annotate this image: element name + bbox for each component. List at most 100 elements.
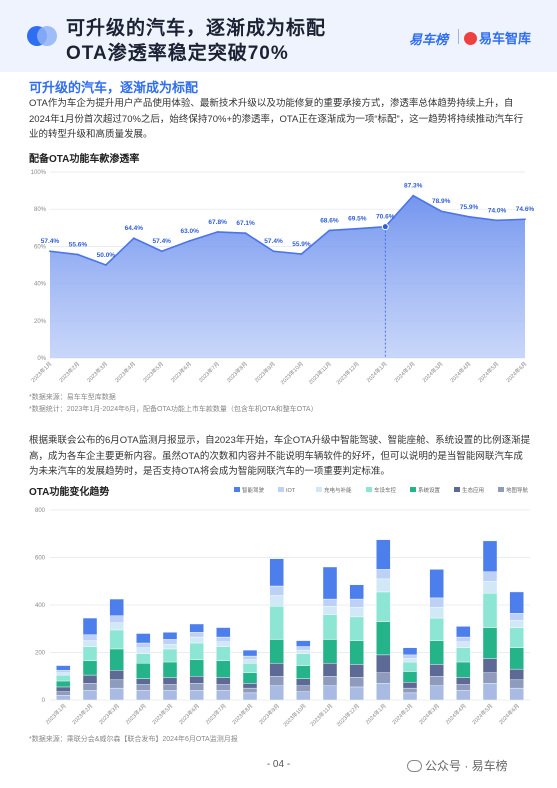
legend-swatch [234,487,240,492]
bar-segment [296,646,311,651]
legend-item: 地图导航 [498,486,529,494]
bar-segment [402,681,418,689]
x-tick-label: 2023年3月 [85,360,109,384]
page-title-line-2: OTA渗透率稳定突破70% [66,43,289,64]
bar-segment [482,571,498,582]
x-tick-label: 2023年8月 [230,702,254,726]
bar-segment [242,692,258,701]
yiche-zhiku-logo: 易车智库 [464,28,531,47]
bar-segment [482,658,498,673]
bar-segment [162,684,178,691]
bar-segment [56,691,71,696]
bar-segment [82,690,98,701]
data-point [381,223,389,231]
y-tick-label: 40% [34,282,47,288]
legend-label: 生态应用 [462,486,484,494]
bar-segment [242,662,258,673]
legend-item: 充电与补能 [316,486,352,494]
bar-segment [56,670,71,673]
y-tick-label: 600 [35,556,46,562]
y-tick-label: 100% [31,170,47,176]
penetration-area-fill [50,195,525,358]
bar-segment [242,683,258,689]
bar-segment [429,569,444,599]
bar-segment [162,677,178,685]
bar-segment [216,641,231,647]
data-label: 57.4% [264,238,283,245]
bar-segment [136,653,151,664]
bar-segment [509,679,524,689]
legend-label: 系统设置 [418,486,441,494]
y-tick-label: 200 [35,651,46,657]
bar-segment [56,680,71,688]
bar-segment [216,677,231,685]
legend-label: 地图导航 [506,486,529,494]
bar-segment [189,659,204,677]
x-tick-label: 2023年3月 [97,702,121,726]
bar-segment [509,613,524,621]
bar-segment [109,598,124,616]
page-title-line-1: 可升级的汽车，逐渐成为标配 [66,18,327,39]
data-point [272,250,275,253]
chart1-source-2: *数据统计：2023年1月-2024年6月，配备OTA功能上市车款数量（包含车机… [29,406,318,413]
bar-segment [296,640,311,647]
legend-item: 车设车控 [366,486,397,494]
intro-paragraph: OTA作为车企为提升用户产品使用体验、最新技术升级以及功能修复的重要承接方式，渗… [29,98,524,140]
data-point [188,239,191,242]
bar-segment [429,607,444,619]
bar-segment [216,627,231,638]
data-point [160,250,163,253]
bar-segment [242,649,258,657]
bar-segment [456,677,471,685]
bar-segment [509,687,524,701]
data-point [244,232,247,235]
x-tick-label: 2024年1月 [364,360,388,384]
bar-segment [109,629,124,650]
watermark-text: 公众号 · 易车榜 [425,759,508,773]
x-tick-label: 2024年4月 [443,702,467,726]
bar-segment [456,661,471,678]
analysis-paragraph: 根据乘联会公布的6月OTA监测月报显示，自2023年开始，车企OTA升级中智能驾… [29,435,531,477]
bar-segment [109,679,124,689]
bar-segment [376,578,391,593]
x-tick-label: 2024年3月 [420,360,444,384]
bar-segment [296,649,311,654]
bar-segment [322,605,338,615]
bar-segment [269,595,284,607]
bar-segment [482,592,498,628]
data-label: 78.9% [432,198,451,205]
bar-segment [296,685,311,692]
bar-segment [162,632,178,640]
bar-segment [136,690,151,701]
x-tick-label: 2023年7月 [203,702,227,726]
bar-segment [376,539,391,570]
logo-divider [458,29,459,44]
bar-segment [56,672,71,676]
data-point [328,229,331,232]
bar-segment [296,665,311,679]
bar-segment [242,659,258,664]
ota-trend-chart-title: OTA功能变化趋势 [29,487,110,498]
bar-segment [376,621,391,656]
bar-segment [162,661,178,678]
bar-segment [296,653,311,666]
bar-segment [269,676,284,686]
bar-segment [216,660,231,678]
bar-segment [402,654,418,659]
bar-segment [402,647,418,656]
data-label: 63.0% [180,228,199,235]
data-label: 75.9% [460,204,479,211]
data-label: 67.1% [236,220,255,227]
bar-segment [216,646,231,662]
x-tick-label: 2024年1月 [363,702,387,726]
x-tick-label: 2023年11月 [308,702,334,728]
data-label: 64.4% [125,225,144,232]
data-point [132,237,135,240]
bar-segment [216,636,231,643]
x-tick-label: 2023年11月 [307,360,333,386]
x-tick-label: 2024年6月 [504,360,528,384]
data-point [49,250,51,253]
zhiku-logo-text: 易车智库 [479,31,532,46]
wechat-icon [407,760,422,772]
bar-segment [429,640,444,665]
